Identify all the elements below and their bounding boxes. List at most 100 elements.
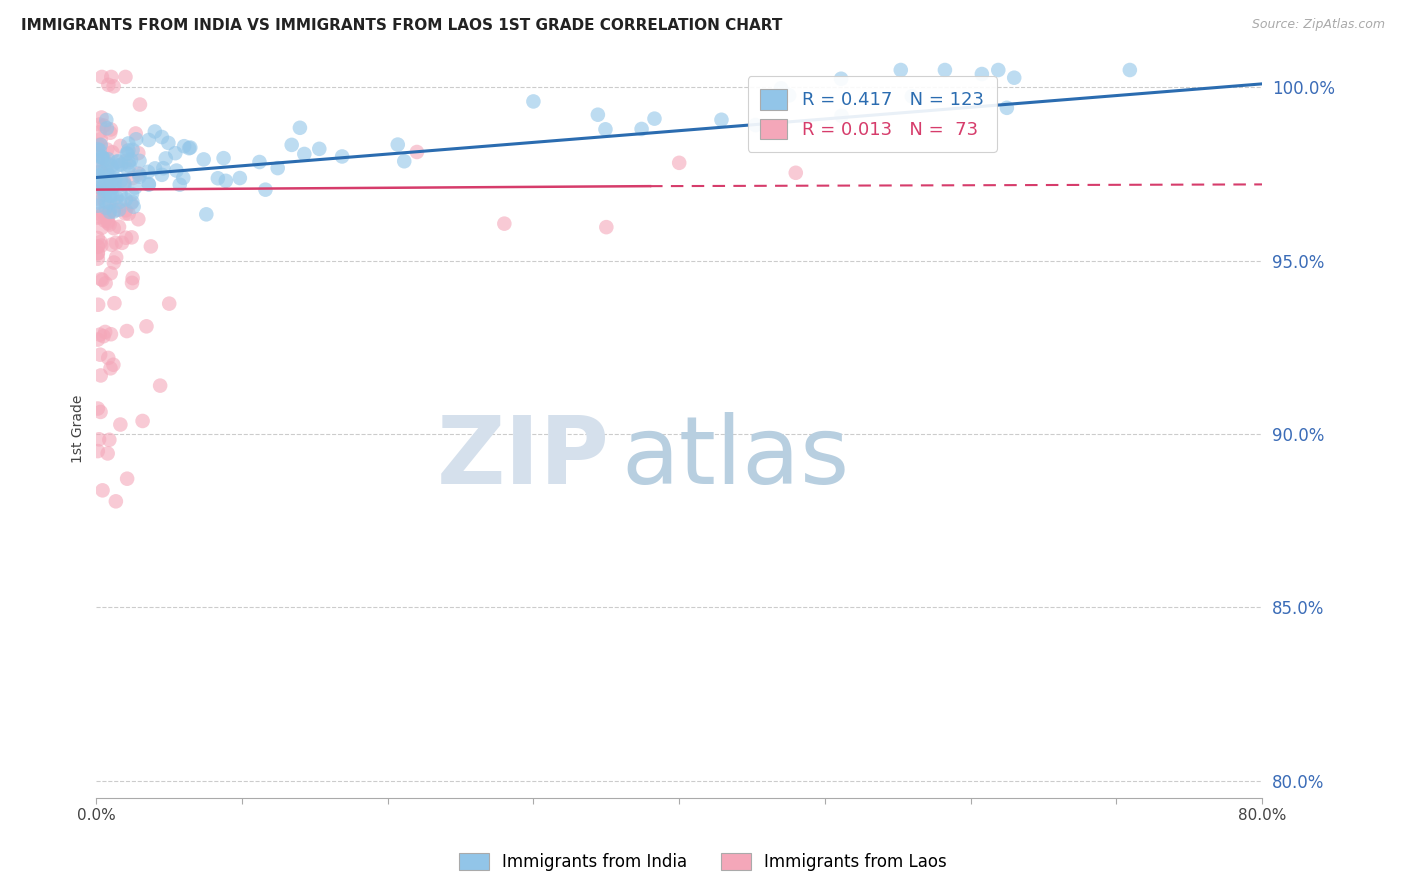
Point xyxy=(127,146,149,161)
Point xyxy=(89,125,111,139)
Point xyxy=(89,207,111,221)
Point xyxy=(136,165,159,179)
Point xyxy=(91,150,114,164)
Point xyxy=(103,255,125,269)
Point xyxy=(87,146,110,161)
Point xyxy=(121,187,143,202)
Point xyxy=(121,271,143,285)
Point xyxy=(89,137,111,152)
Point xyxy=(143,161,166,176)
Point xyxy=(89,181,111,195)
Point xyxy=(118,207,141,221)
Point xyxy=(1002,70,1025,85)
Point xyxy=(128,169,150,184)
Point xyxy=(114,178,136,193)
Point xyxy=(117,136,139,151)
Point xyxy=(229,171,252,186)
Point xyxy=(195,207,218,221)
Point xyxy=(89,175,111,189)
Point xyxy=(93,152,115,166)
Point xyxy=(96,112,118,127)
Point xyxy=(179,141,201,155)
Point xyxy=(87,298,110,312)
Point xyxy=(494,217,516,231)
Point xyxy=(87,142,110,156)
Point xyxy=(91,151,114,165)
Point xyxy=(117,144,139,158)
Point xyxy=(104,177,127,191)
Point xyxy=(93,184,115,198)
Point xyxy=(91,153,114,168)
Point xyxy=(124,180,146,194)
Point xyxy=(890,62,912,77)
Point xyxy=(97,152,120,166)
Point xyxy=(308,142,330,156)
Point xyxy=(115,472,138,486)
Point xyxy=(120,196,142,211)
Point xyxy=(112,177,135,191)
Legend: Immigrants from India, Immigrants from Laos: Immigrants from India, Immigrants from L… xyxy=(451,845,955,880)
Point xyxy=(288,120,311,135)
Point xyxy=(97,216,120,230)
Point xyxy=(93,194,115,209)
Point xyxy=(105,250,128,264)
Point xyxy=(595,122,617,136)
Point xyxy=(249,155,271,169)
Point xyxy=(114,70,136,84)
Point xyxy=(110,417,132,432)
Point xyxy=(93,213,115,227)
Point xyxy=(115,231,138,245)
Point xyxy=(87,333,110,347)
Point xyxy=(94,164,117,178)
Point xyxy=(120,153,142,167)
Point xyxy=(522,95,544,109)
Point xyxy=(97,207,120,221)
Point xyxy=(93,178,115,193)
Point xyxy=(87,444,110,458)
Point xyxy=(98,189,121,203)
Point xyxy=(90,182,112,196)
Point xyxy=(112,175,135,189)
Point xyxy=(110,173,132,187)
Point xyxy=(157,136,180,150)
Point xyxy=(150,130,173,145)
Point xyxy=(114,154,136,169)
Point xyxy=(710,112,733,127)
Point xyxy=(173,139,195,153)
Point xyxy=(108,202,131,217)
Point xyxy=(87,199,110,213)
Point xyxy=(166,163,188,178)
Point xyxy=(89,327,111,342)
Point xyxy=(100,266,122,280)
Point xyxy=(165,146,187,161)
Point xyxy=(93,119,115,133)
Point xyxy=(100,237,122,252)
Point xyxy=(143,124,166,138)
Point xyxy=(87,186,110,200)
Point xyxy=(169,178,191,192)
Point xyxy=(101,145,124,160)
Point xyxy=(100,122,122,136)
Point xyxy=(103,204,125,219)
Point xyxy=(744,118,766,132)
Point xyxy=(778,88,800,103)
Point xyxy=(901,89,924,103)
Point xyxy=(90,132,112,146)
Point xyxy=(128,153,150,168)
Point xyxy=(100,176,122,190)
Point xyxy=(138,178,160,192)
Point xyxy=(100,327,122,342)
Point xyxy=(104,202,127,217)
Point xyxy=(89,118,111,132)
Point xyxy=(97,214,120,228)
Point xyxy=(207,171,229,186)
Point xyxy=(107,154,129,169)
Point xyxy=(94,325,117,339)
Point xyxy=(96,165,118,179)
Point xyxy=(406,145,429,159)
Text: Source: ZipAtlas.com: Source: ZipAtlas.com xyxy=(1251,18,1385,31)
Point xyxy=(155,152,177,166)
Point xyxy=(90,165,112,179)
Point xyxy=(90,174,112,188)
Point xyxy=(115,193,138,207)
